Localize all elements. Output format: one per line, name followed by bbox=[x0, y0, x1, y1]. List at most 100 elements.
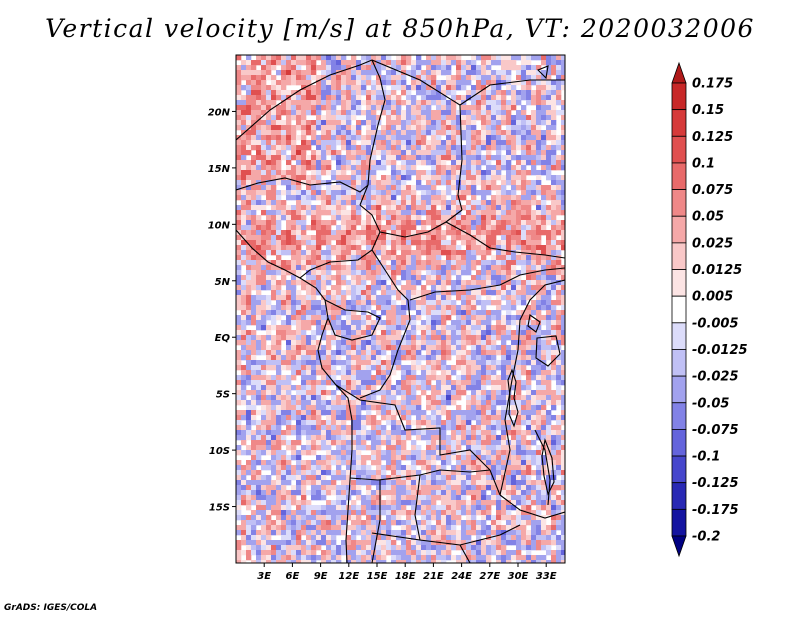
field-cell bbox=[501, 325, 507, 331]
field-cell bbox=[371, 365, 377, 371]
field-cell bbox=[471, 255, 477, 261]
field-cell bbox=[441, 455, 447, 461]
field-cell bbox=[541, 155, 547, 161]
field-cell bbox=[431, 120, 437, 126]
field-cell bbox=[476, 250, 482, 256]
field-cell bbox=[496, 315, 502, 321]
field-cell bbox=[351, 110, 357, 116]
field-cell bbox=[256, 145, 262, 151]
field-cell bbox=[451, 130, 457, 136]
field-cell bbox=[296, 105, 302, 111]
field-cell bbox=[301, 315, 307, 321]
field-cell bbox=[401, 355, 407, 361]
field-cell bbox=[511, 450, 517, 456]
field-cell bbox=[326, 150, 332, 156]
field-cell bbox=[256, 340, 262, 346]
field-cell bbox=[386, 395, 392, 401]
field-cell bbox=[501, 460, 507, 466]
field-cell bbox=[256, 75, 262, 81]
field-cell bbox=[236, 145, 242, 151]
field-cell bbox=[281, 250, 287, 256]
field-cell bbox=[296, 350, 302, 356]
field-cell bbox=[286, 220, 292, 226]
field-cell bbox=[481, 110, 487, 116]
field-cell bbox=[346, 325, 352, 331]
field-cell bbox=[426, 465, 432, 471]
field-cell bbox=[346, 450, 352, 456]
field-cell bbox=[391, 350, 397, 356]
field-cell bbox=[551, 185, 557, 191]
field-cell bbox=[396, 245, 402, 251]
field-cell bbox=[266, 245, 272, 251]
field-cell bbox=[391, 330, 397, 336]
field-cell bbox=[251, 305, 257, 311]
field-cell bbox=[466, 205, 472, 211]
field-cell bbox=[486, 65, 492, 71]
field-cell bbox=[266, 105, 272, 111]
field-cell bbox=[241, 100, 247, 106]
field-cell bbox=[421, 330, 427, 336]
field-cell bbox=[431, 350, 437, 356]
field-cell bbox=[251, 80, 257, 86]
field-cell bbox=[546, 385, 552, 391]
field-cell bbox=[391, 390, 397, 396]
field-cell bbox=[506, 220, 512, 226]
field-cell bbox=[476, 450, 482, 456]
field-cell bbox=[551, 465, 557, 471]
field-cell bbox=[261, 150, 267, 156]
field-cell bbox=[551, 345, 557, 351]
field-cell bbox=[426, 205, 432, 211]
field-cell bbox=[421, 340, 427, 346]
field-cell bbox=[506, 365, 512, 371]
field-cell bbox=[451, 170, 457, 176]
field-cell bbox=[466, 260, 472, 266]
field-cell bbox=[331, 295, 337, 301]
field-cell bbox=[351, 225, 357, 231]
field-cell bbox=[536, 315, 542, 321]
field-cell bbox=[396, 230, 402, 236]
field-cell bbox=[246, 355, 252, 361]
field-cell bbox=[551, 290, 557, 296]
field-cell bbox=[531, 90, 537, 96]
field-cell bbox=[491, 345, 497, 351]
field-cell bbox=[451, 395, 457, 401]
field-cell bbox=[551, 135, 557, 141]
field-cell bbox=[291, 320, 297, 326]
field-cell bbox=[331, 260, 337, 266]
field-cell bbox=[246, 100, 252, 106]
field-cell bbox=[346, 200, 352, 206]
field-cell bbox=[541, 430, 547, 436]
field-cell bbox=[486, 125, 492, 131]
field-cell bbox=[366, 110, 372, 116]
field-cell bbox=[561, 180, 565, 186]
field-cell bbox=[301, 240, 307, 246]
field-cell bbox=[301, 465, 307, 471]
field-cell bbox=[366, 105, 372, 111]
field-cell bbox=[311, 190, 317, 196]
field-cell bbox=[281, 420, 287, 426]
field-cell bbox=[511, 375, 517, 381]
field-cell bbox=[386, 110, 392, 116]
field-cell bbox=[281, 235, 287, 241]
field-cell bbox=[381, 55, 387, 61]
field-cell bbox=[331, 120, 337, 126]
field-cell bbox=[486, 285, 492, 291]
field-cell bbox=[411, 115, 417, 121]
field-cell bbox=[246, 70, 252, 76]
field-cell bbox=[291, 215, 297, 221]
field-cell bbox=[386, 255, 392, 261]
field-cell bbox=[296, 235, 302, 241]
field-cell bbox=[506, 420, 512, 426]
field-cell bbox=[451, 230, 457, 236]
field-cell bbox=[391, 465, 397, 471]
field-cell bbox=[296, 160, 302, 166]
field-cell bbox=[296, 240, 302, 246]
field-cell bbox=[491, 75, 497, 81]
field-cell bbox=[276, 220, 282, 226]
field-cell bbox=[366, 360, 372, 366]
field-cell bbox=[316, 270, 322, 276]
field-cell bbox=[336, 155, 342, 161]
field-cell bbox=[416, 80, 422, 86]
field-cell bbox=[441, 320, 447, 326]
field-cell bbox=[511, 105, 517, 111]
